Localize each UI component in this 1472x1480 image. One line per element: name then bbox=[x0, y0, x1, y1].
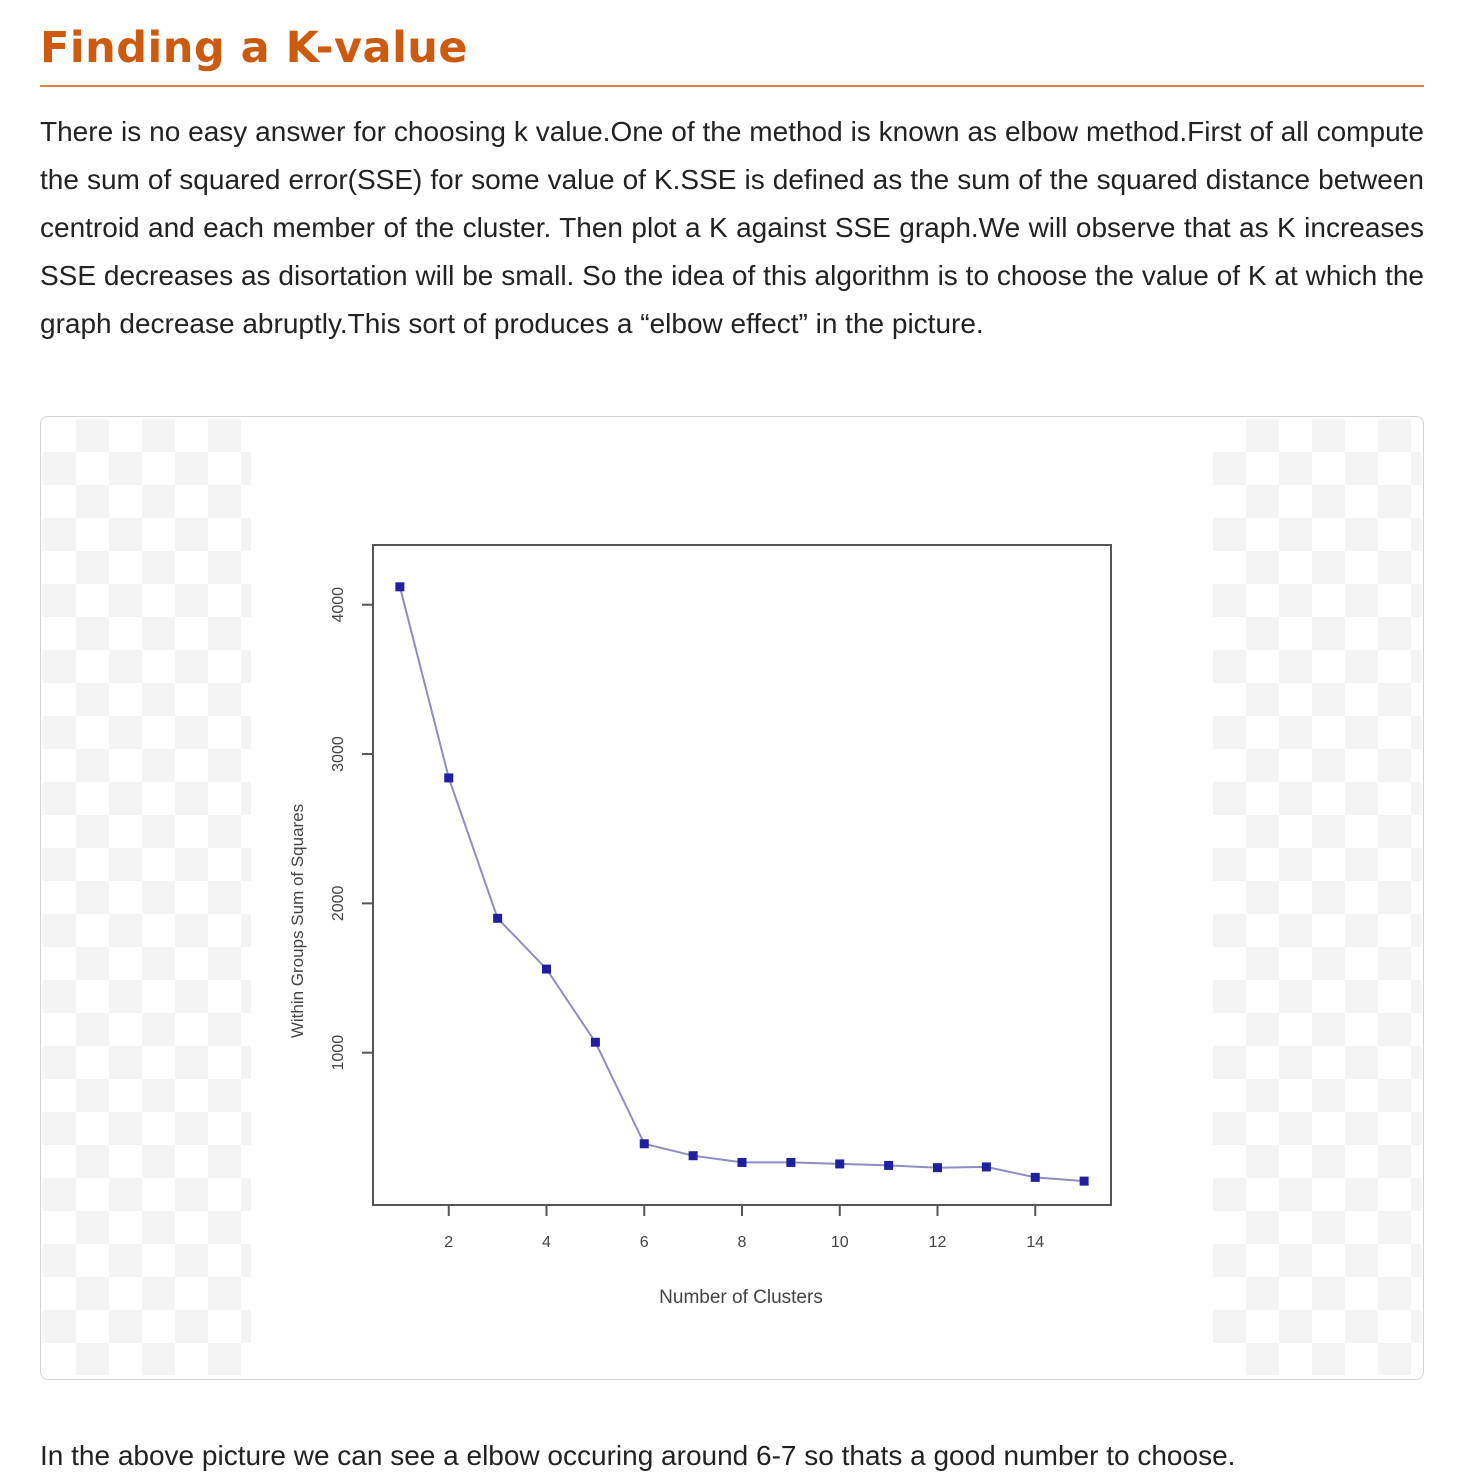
conclusion-paragraph: In the above picture we can see a elbow … bbox=[40, 1440, 1236, 1471]
y-tick-label: 1000 bbox=[330, 1035, 347, 1071]
x-tick-label: 12 bbox=[929, 1234, 947, 1251]
x-tick-label: 10 bbox=[831, 1234, 849, 1251]
article-heading: Finding a K-value bbox=[40, 23, 469, 73]
data-point-marker bbox=[1079, 1176, 1089, 1186]
x-tick-label: 6 bbox=[640, 1234, 649, 1251]
data-point-marker bbox=[737, 1157, 747, 1167]
x-axis-label: Number of Clusters bbox=[659, 1287, 823, 1308]
data-point-marker bbox=[981, 1162, 991, 1172]
x-tick-label: 8 bbox=[738, 1234, 747, 1251]
x-axis: 2 4 6 8 10 12 14 bbox=[444, 1205, 1044, 1251]
x-tick-label: 2 bbox=[444, 1234, 453, 1251]
data-point-marker bbox=[493, 913, 503, 923]
data-point-marker bbox=[1030, 1172, 1040, 1182]
data-point-marker bbox=[395, 582, 405, 592]
transparency-checker-right bbox=[1213, 419, 1421, 1375]
x-tick-label: 4 bbox=[542, 1234, 551, 1251]
data-point-marker bbox=[884, 1160, 894, 1170]
y-axis-label: Within Groups Sum of Squares bbox=[288, 804, 307, 1038]
data-point-marker bbox=[786, 1157, 796, 1167]
data-point-marker bbox=[590, 1037, 600, 1047]
data-point-marker bbox=[932, 1163, 942, 1173]
data-point-marker bbox=[444, 773, 454, 783]
elbow-chart: 2 4 6 8 10 12 14 1000 2000 3000 4000 Number of Cl… bbox=[288, 544, 1112, 1308]
data-point-marker bbox=[542, 964, 552, 974]
elbow-chart-figure: 2 4 6 8 10 12 14 1000 2000 3000 4000 Number of Cl… bbox=[40, 416, 1424, 1380]
plot-frame bbox=[372, 544, 1112, 1206]
data-point-marker bbox=[688, 1151, 698, 1161]
y-tick-label: 3000 bbox=[330, 736, 347, 772]
transparency-checker-left bbox=[43, 419, 251, 1375]
article: Finding a K-value There is no easy answe… bbox=[40, 0, 1424, 1471]
data-point-marker bbox=[639, 1139, 649, 1149]
sse-line bbox=[398, 586, 1085, 1183]
sse-markers bbox=[395, 582, 1089, 1186]
y-tick-label: 2000 bbox=[330, 885, 347, 921]
x-tick-label: 14 bbox=[1026, 1234, 1044, 1251]
y-axis: 1000 2000 3000 4000 bbox=[330, 587, 373, 1071]
data-point-marker bbox=[835, 1159, 845, 1169]
intro-paragraph: There is no easy answer for choosing k v… bbox=[40, 116, 1424, 339]
heading-divider bbox=[40, 85, 1424, 87]
y-tick-label: 4000 bbox=[330, 587, 347, 623]
